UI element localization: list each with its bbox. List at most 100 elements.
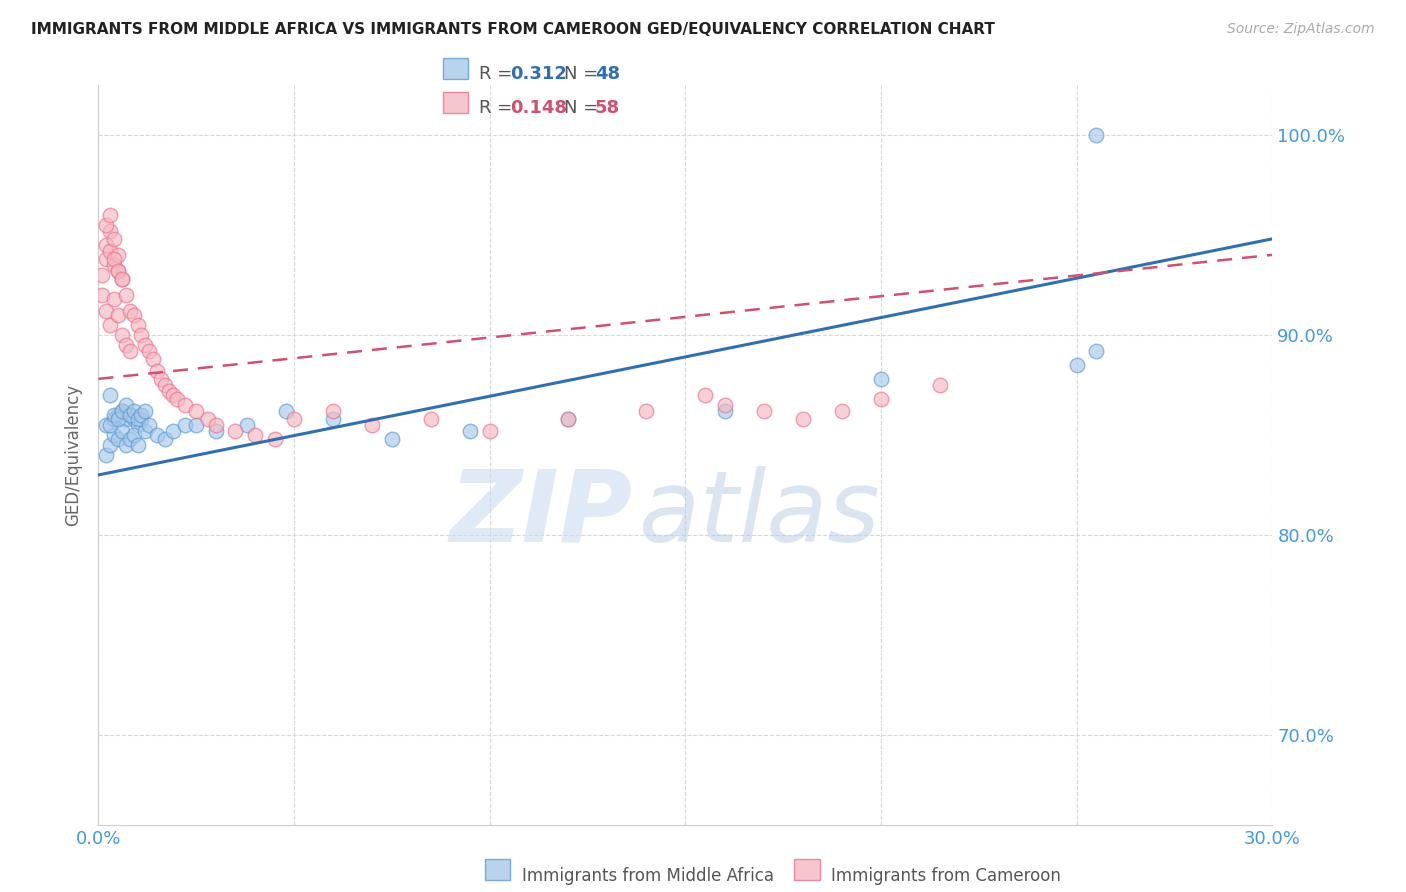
Text: 0.148: 0.148: [510, 99, 568, 117]
Point: [96, 303, 118, 318]
Point: [103, 412, 125, 426]
Point: [107, 264, 129, 278]
Point: [103, 428, 125, 442]
Point: [111, 404, 134, 418]
Bar: [794, 859, 820, 880]
Point: [236, 417, 259, 432]
Point: [122, 412, 145, 426]
Point: [122, 308, 145, 322]
Text: N =: N =: [564, 99, 603, 117]
Text: Immigrants from Cameroon: Immigrants from Cameroon: [831, 867, 1060, 885]
Point: [127, 412, 149, 426]
Point: [96, 237, 118, 252]
Point: [122, 428, 145, 442]
Point: [173, 417, 195, 432]
Point: [1085, 128, 1108, 142]
Point: [173, 398, 195, 412]
Point: [96, 417, 118, 432]
Point: [792, 412, 814, 426]
Point: [98, 438, 121, 452]
Point: [111, 272, 134, 286]
Point: [636, 404, 658, 418]
Point: [91, 268, 114, 282]
Point: [96, 252, 118, 266]
Point: [91, 288, 114, 302]
Point: [114, 412, 136, 426]
Point: [557, 412, 579, 426]
Point: [114, 398, 136, 412]
Y-axis label: GED/Equivalency: GED/Equivalency: [65, 384, 83, 526]
Text: R =: R =: [479, 65, 519, 83]
Point: [98, 417, 121, 432]
Point: [131, 408, 153, 422]
Text: 48: 48: [595, 65, 620, 83]
Point: [103, 258, 125, 272]
Point: [870, 372, 893, 386]
Point: [107, 264, 129, 278]
Point: [127, 438, 149, 452]
Text: IMMIGRANTS FROM MIDDLE AFRICA VS IMMIGRANTS FROM CAMEROON GED/EQUIVALENCY CORREL: IMMIGRANTS FROM MIDDLE AFRICA VS IMMIGRA…: [31, 22, 995, 37]
Point: [322, 412, 344, 426]
Point: [111, 272, 134, 286]
Point: [157, 384, 180, 398]
Bar: [443, 58, 468, 79]
Point: [127, 318, 149, 332]
Point: [205, 417, 228, 432]
Text: Immigrants from Middle Africa: Immigrants from Middle Africa: [522, 867, 773, 885]
Point: [1066, 358, 1088, 372]
Point: [118, 408, 141, 422]
Point: [458, 424, 481, 438]
Point: [98, 224, 121, 238]
Point: [153, 377, 176, 392]
Point: [928, 377, 950, 392]
Point: [98, 388, 121, 402]
Point: [243, 428, 266, 442]
Point: [96, 448, 118, 462]
Point: [478, 424, 501, 438]
Point: [103, 252, 125, 266]
Point: [98, 208, 121, 222]
Point: [107, 408, 129, 422]
Point: [138, 417, 160, 432]
Point: [276, 404, 298, 418]
Point: [134, 424, 156, 438]
Point: [118, 432, 141, 446]
Point: [557, 412, 579, 426]
Point: [420, 412, 443, 426]
Point: [98, 318, 121, 332]
Point: [118, 303, 141, 318]
Point: [131, 327, 153, 342]
Point: [162, 424, 184, 438]
Point: [361, 417, 384, 432]
Point: [114, 338, 136, 352]
Point: [322, 404, 344, 418]
Point: [283, 412, 305, 426]
Point: [153, 432, 176, 446]
Point: [114, 288, 136, 302]
Text: 0.312: 0.312: [510, 65, 567, 83]
Point: [111, 327, 134, 342]
Point: [98, 244, 121, 258]
Point: [134, 404, 156, 418]
Point: [166, 392, 188, 406]
Point: [107, 248, 129, 262]
Point: [138, 343, 160, 358]
Point: [1085, 343, 1108, 358]
Point: [186, 417, 208, 432]
Point: [381, 432, 404, 446]
Point: [713, 398, 735, 412]
Point: [150, 372, 173, 386]
Point: [186, 404, 208, 418]
Point: [103, 232, 125, 246]
Point: [870, 392, 893, 406]
Text: N =: N =: [564, 65, 603, 83]
Point: [103, 292, 125, 306]
Text: 58: 58: [595, 99, 620, 117]
Bar: [443, 92, 468, 113]
Text: R =: R =: [479, 99, 519, 117]
Point: [103, 408, 125, 422]
Point: [134, 338, 156, 352]
Point: [224, 424, 246, 438]
Point: [831, 404, 853, 418]
Point: [118, 343, 141, 358]
